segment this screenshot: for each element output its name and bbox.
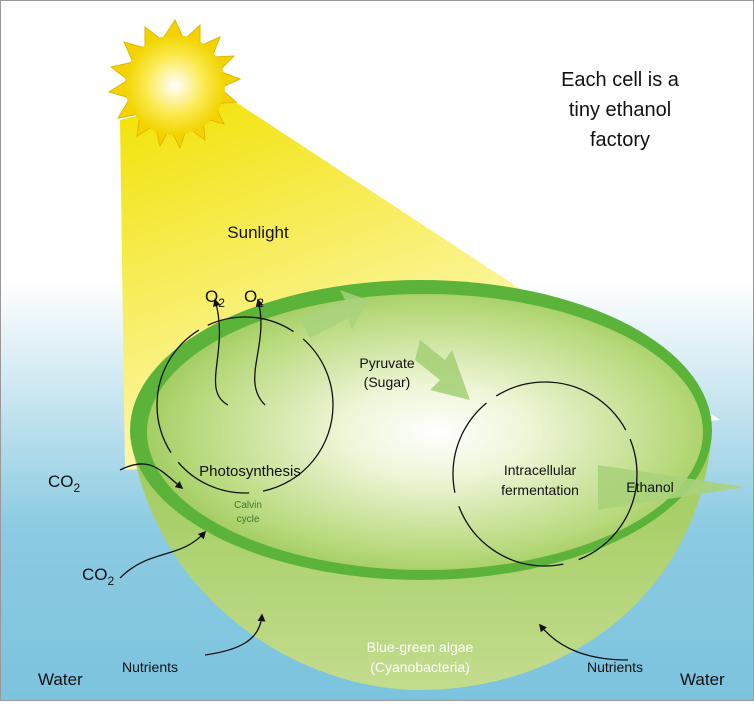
subscript: 2 (74, 481, 81, 495)
algae-label: Blue-green algae (367, 639, 474, 655)
ethanol-arrow (598, 465, 745, 510)
subscript: 2 (218, 296, 225, 310)
calvin-label: Calvin (234, 500, 262, 511)
calvin-label: cycle (237, 514, 260, 525)
arrows (119, 298, 629, 661)
flow-arrow (300, 290, 368, 338)
symbol: O (244, 287, 257, 306)
co2-label: CO2 (82, 565, 115, 588)
fermentation-label: fermentation (501, 482, 579, 498)
photosynthesis-label: Photosynthesis (199, 463, 301, 480)
subscript: 2 (257, 296, 264, 310)
oxygen-label: O2 (205, 287, 225, 310)
title: factory (590, 129, 650, 151)
water-label: Water (38, 670, 83, 689)
ethanol-label: Ethanol (626, 479, 673, 495)
co2-label: CO2 (48, 472, 81, 495)
flow-arrow (415, 340, 470, 400)
pyruvate-label: Pyruvate (359, 355, 414, 371)
nutrients-label: Nutrients (587, 659, 643, 675)
water-label: Water (680, 670, 725, 689)
title: tiny ethanol (569, 99, 671, 121)
algae-label: (Cyanobacteria) (370, 659, 470, 675)
subscript: 2 (108, 574, 115, 588)
pyruvate-label: (Sugar) (364, 374, 411, 390)
oxygen-label: O2 (244, 287, 264, 310)
cycle-circles (156, 316, 638, 567)
symbol: CO (48, 472, 74, 491)
symbol: CO (82, 565, 108, 584)
title: Each cell is a (561, 69, 680, 91)
symbol: O (205, 287, 218, 306)
sun (107, 18, 242, 150)
nutrients-label: Nutrients (122, 659, 178, 675)
cell-interior (147, 294, 703, 570)
sunlight-label: Sunlight (227, 223, 289, 242)
fermentation-label: Intracellular (504, 462, 577, 478)
